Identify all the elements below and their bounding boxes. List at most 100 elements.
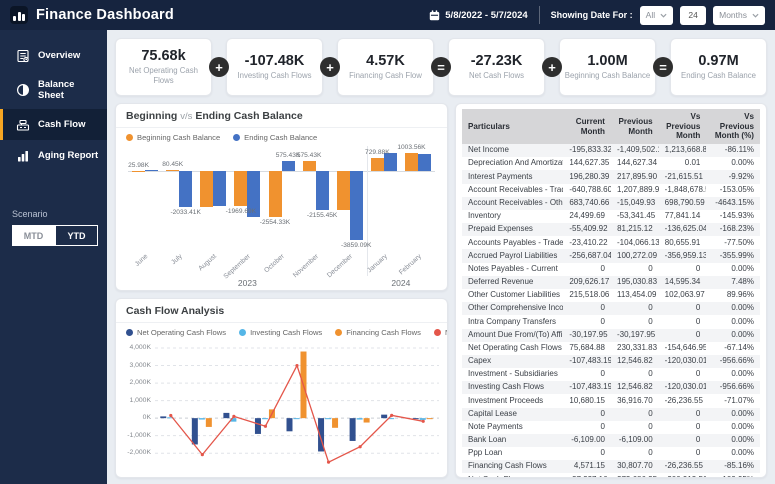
bar-net-operating-cash-flows [412, 418, 419, 420]
row-value: -107,483.19 [563, 381, 611, 395]
bar-net-operating-cash-flows [191, 418, 198, 445]
cash-flow-table-card: Particulars Current Month Previous Month Vs… [455, 103, 767, 478]
plus-operator-icon: + [320, 57, 340, 77]
row-value: 30,807.70 [611, 460, 659, 474]
legend-label: Beginning Cash Balance [137, 133, 221, 142]
row-value: 0 [695, 448, 701, 458]
row-value: 209,626.17 [563, 275, 611, 289]
date-range[interactable]: 5/8/2022 - 5/7/2024 [429, 10, 528, 21]
legend-item-beginning-cash-balance[interactable]: Beginning Cash Balance [126, 133, 220, 142]
bar-value-label: -1969.69K [225, 208, 257, 216]
date-filter-type-select[interactable]: All [639, 5, 674, 25]
bar-value-label: 1003.56K [397, 144, 426, 152]
row-value: 0 [600, 316, 605, 326]
row-value: 113,454.09 [617, 290, 657, 300]
sidebar-item-cash-flow[interactable]: Cash Flow [0, 109, 107, 140]
row-value: -154,646.95 [664, 342, 707, 352]
table-row: Capex -107,483.19 12,546.82 -120,030.01 -956… [462, 354, 760, 369]
table-row: Account Receivables - Other 683,740.66 -15… [462, 196, 760, 210]
row-value: 217,895.90 [611, 170, 659, 184]
kpi-card-ending-cash-balance: 0.97M Ending Cash Balance [670, 38, 767, 96]
row-label: Financing Cash Flows [462, 460, 564, 474]
row-value: 0.00% [731, 263, 754, 273]
zero-baseline [128, 171, 435, 173]
row-value: -55,409.92 [563, 223, 611, 237]
bar-ending-cash-balance [383, 153, 397, 172]
row-value: 196,280.39 [563, 170, 611, 184]
kpi-value: 0.97M [698, 52, 739, 69]
sidebar-item-overview[interactable]: Overview [0, 40, 107, 71]
row-value: 0 [611, 302, 659, 316]
kpi-row: 75.68k Net Operating Cash Flows + -107.48K I… [115, 38, 767, 96]
cash-flow-table: Particulars Current Month Previous Month Vs… [462, 109, 760, 477]
chevron-down-icon [660, 13, 667, 18]
row-value: 698,790.59 [658, 196, 707, 210]
row-value: 0.00% [706, 328, 760, 342]
row-value: -30,197.95 [611, 328, 659, 342]
kpi-card-net-operating-cash-flows: 75.68k Net Operating Cash Flows [115, 38, 212, 96]
row-value: 0 [600, 448, 605, 458]
row-value: 100,272.09 [611, 249, 659, 263]
legend-item-investing-cash-flows[interactable]: Investing Cash Flows [239, 328, 322, 337]
legend-item-ending-cash-balance[interactable]: Ending Cash Balance [233, 133, 317, 142]
row-value: 12,546.82 [611, 354, 659, 369]
table-row: Depreciation And Amortization 144,627.35 1… [462, 157, 760, 170]
row-value: -9.92% [706, 170, 760, 184]
bar-ending-cash-balance [145, 169, 159, 172]
row-value: 144,627.35 [569, 158, 610, 168]
bar-net-operating-cash-flows [254, 418, 261, 434]
legend-item-net-operating-cash-flows[interactable]: Net Operating Cash Flows [126, 328, 226, 337]
row-value: 7.48% [706, 275, 760, 289]
row-value: 0 [658, 433, 707, 448]
table-row: Bank Loan -6,109.00 -6,109.00 0 0.00% [462, 433, 760, 448]
row-label: Account Receivables - Other [462, 196, 564, 210]
chart2-title: Cash Flow Analysis [116, 299, 447, 323]
row-value: 0 [563, 407, 611, 421]
sidebar-item-label: Cash Flow [38, 119, 86, 130]
row-value: 683,740.66 [563, 196, 611, 210]
table-row: Note Payments 0 0 0 0.00% [462, 421, 760, 434]
table-row: Net Cash Flows-27,227.16273,686.35-300,9… [462, 473, 760, 477]
row-value: -15,049.93 [611, 196, 659, 210]
row-value: 0.00% [706, 433, 760, 448]
legend-item-financing-cash-flows[interactable]: Financing Cash Flows [335, 328, 421, 337]
sidebar-item-balance-sheet[interactable]: Balance Sheet [0, 71, 107, 109]
bar-beginning-cash-balance [268, 171, 282, 217]
y-tick-label: -2,000K [127, 449, 151, 457]
bar-investing-cash-flows [325, 418, 332, 420]
scenario-mtd-button[interactable]: MTD [12, 225, 55, 246]
row-value: 12,546.82 [611, 381, 659, 395]
row-value: 0.00% [731, 316, 754, 326]
chart1-legend: Beginning Cash Balance Ending Cash Balanc… [116, 128, 447, 143]
plus-operator-icon: + [542, 57, 562, 77]
row-value: -53,341.45 [617, 211, 656, 221]
bar-ending-cash-balance [247, 171, 261, 217]
kpi-card-financing-cash-flow: 4.57K Financing Cash Flow [337, 38, 434, 96]
row-value: 0.00% [706, 302, 760, 316]
bar-beginning-cash-balance [370, 157, 384, 172]
row-value: 0 [648, 448, 653, 458]
kpi-label: Investing Cash Flows [237, 70, 312, 80]
row-value: -356,959.13 [658, 249, 707, 263]
row-label: Notes Payables - Current [468, 263, 558, 273]
table-row: Investing Cash Flows -107,483.19 12,546.82… [462, 381, 760, 395]
table-row: Intra Company Transfers 0 0 0 0.00% [462, 315, 760, 328]
row-value: 0 [600, 421, 605, 431]
row-value: -86.11% [706, 144, 760, 158]
chevron-down-icon [752, 13, 759, 18]
sidebar-item-aging-report[interactable]: Aging Report [0, 140, 107, 171]
legend-label: Net Operating Cash Flows [137, 328, 227, 337]
chart1-plot: 25.98K 80.45K -2033.41K -1969.69K -2554.33K 5… [128, 144, 435, 290]
scenario-section: Scenario MTD YTD [0, 209, 107, 246]
row-label: Deferred Revenue [462, 275, 564, 289]
row-value: -1,409,502.14 [611, 144, 659, 158]
table-row: Account Receivables - Trade -640,788.60 1,… [462, 184, 760, 197]
date-filter-unit-select[interactable]: Months [713, 5, 765, 25]
legend-item-net-cash-flow[interactable]: Net Cash Flow [433, 328, 447, 337]
date-filter-count-input[interactable]: 24 [680, 5, 707, 25]
row-value: -120,030.01 [658, 381, 707, 395]
row-value: -956.66% [706, 354, 760, 369]
scenario-ytd-button[interactable]: YTD [55, 225, 98, 246]
row-label: Investment Proceeds [468, 395, 544, 405]
bar-net-operating-cash-flows [381, 414, 388, 419]
